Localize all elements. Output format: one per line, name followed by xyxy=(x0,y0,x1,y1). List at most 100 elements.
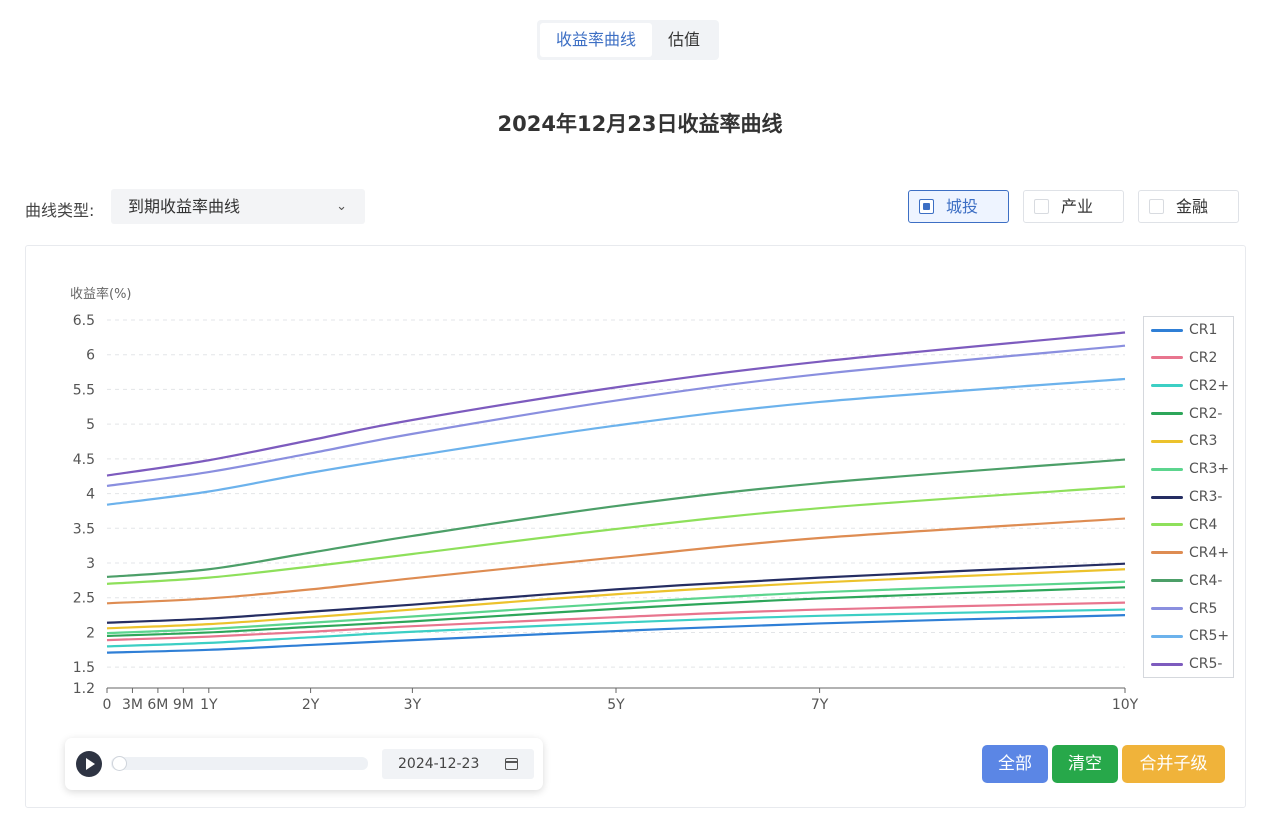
legend-label: CR2+ xyxy=(1189,377,1230,394)
legend-label: CR3 xyxy=(1189,433,1218,450)
series-line-CR2 xyxy=(106,601,1126,642)
y-tick-label: 2.5 xyxy=(73,591,95,607)
category-checkbox-chanye[interactable]: 产业 xyxy=(1023,190,1124,223)
y-tick-label: 5 xyxy=(86,417,95,433)
chevron-down-icon: ⌄ xyxy=(336,199,347,214)
legend-swatch xyxy=(1151,607,1183,610)
page-title: 2024年12月23日收益率曲线 xyxy=(497,112,783,136)
series-line-CR5- xyxy=(106,331,1126,477)
legend-item[interactable]: CR4+ xyxy=(1151,543,1229,563)
legend-swatch xyxy=(1151,495,1183,499)
x-tick-label: 3M xyxy=(122,697,143,713)
curve-type-select[interactable]: 到期收益率曲线 ⌄ xyxy=(111,189,365,224)
legend-item[interactable]: CR3- xyxy=(1151,487,1222,507)
slider-handle[interactable] xyxy=(112,756,127,771)
y-tick-label: 1.2 xyxy=(73,681,95,697)
legend-label: CR3- xyxy=(1189,489,1223,506)
legend-swatch xyxy=(1151,523,1183,527)
legend-swatch xyxy=(1151,579,1183,583)
legend-swatch xyxy=(1151,634,1183,638)
checkbox-icon xyxy=(1149,199,1164,214)
category-label: 金融 xyxy=(1176,197,1209,216)
y-tick-label: 3 xyxy=(86,556,95,572)
legend-label: CR4 xyxy=(1189,516,1218,533)
tab-yield-curve[interactable]: 收益率曲线 xyxy=(540,23,653,57)
legend-label: CR4+ xyxy=(1189,544,1230,561)
y-tick-label: 5.5 xyxy=(73,382,95,398)
series-line-CR4- xyxy=(106,458,1126,579)
series-line-CR3- xyxy=(106,562,1126,624)
category-label: 产业 xyxy=(1061,197,1094,216)
legend-item[interactable]: CR2 xyxy=(1151,348,1217,368)
legend-swatch xyxy=(1151,662,1183,666)
legend-item[interactable]: CR5- xyxy=(1151,654,1222,674)
legend-label: CR1 xyxy=(1189,322,1218,338)
legend-item[interactable]: CR2+ xyxy=(1151,376,1229,396)
view-tabs: 收益率曲线 估值 xyxy=(537,20,720,60)
legend-swatch xyxy=(1151,439,1183,443)
series-line-CR1 xyxy=(106,613,1126,654)
checkbox-icon xyxy=(919,199,934,214)
y-tick-label: 2 xyxy=(86,625,95,641)
series-line-CR4 xyxy=(106,485,1126,585)
legend-swatch xyxy=(1151,384,1183,388)
series-line-CR4+ xyxy=(106,517,1126,605)
legend-label: CR5+ xyxy=(1189,628,1230,645)
date-picker[interactable]: 2024-12-23 xyxy=(382,749,534,779)
y-tick-label: 4.5 xyxy=(73,452,95,468)
legend-label: CR4- xyxy=(1189,572,1223,589)
legend-swatch xyxy=(1151,551,1183,555)
legend-swatch xyxy=(1151,412,1183,416)
tab-valuation[interactable]: 估值 xyxy=(668,30,701,49)
y-tick-label: 6.5 xyxy=(73,313,95,329)
y-tick-label: 1.5 xyxy=(73,660,95,676)
date-value: 2024-12-23 xyxy=(398,756,480,772)
legend-label: CR5- xyxy=(1189,656,1223,673)
legend-item[interactable]: CR5+ xyxy=(1151,626,1229,646)
legend-label: CR3+ xyxy=(1189,461,1230,478)
legend-item[interactable]: CR2- xyxy=(1151,404,1222,424)
series-line-CR3+ xyxy=(106,580,1126,635)
category-label: 城投 xyxy=(946,197,979,216)
y-axis-label: 收益率(%) xyxy=(70,286,132,302)
y-tick-label: 3.5 xyxy=(73,521,95,537)
legend-swatch xyxy=(1151,467,1183,471)
x-tick-label: 10Y xyxy=(1112,697,1139,713)
legend-item[interactable]: CR1 xyxy=(1151,320,1217,340)
legend-label: CR2- xyxy=(1189,405,1223,422)
series-line-CR5+ xyxy=(106,377,1126,506)
calendar-icon xyxy=(505,758,518,770)
series-line-CR3 xyxy=(106,568,1126,630)
date-player: 2024-12-23 xyxy=(65,738,543,790)
x-tick-label: 2Y xyxy=(302,697,320,713)
timeline-slider[interactable] xyxy=(111,756,368,771)
series-line-CR5 xyxy=(106,344,1126,488)
series-line-CR2- xyxy=(106,586,1126,638)
clear-button[interactable]: 清空 xyxy=(1052,745,1118,783)
category-checkbox-chengtou[interactable]: 城投 xyxy=(908,190,1009,223)
legend-swatch xyxy=(1151,328,1183,332)
legend-item[interactable]: CR4- xyxy=(1151,571,1222,591)
category-checkbox-jinrong[interactable]: 金融 xyxy=(1138,190,1239,223)
legend-label: CR2 xyxy=(1189,349,1218,366)
x-tick-label: 9M xyxy=(173,697,194,713)
x-tick-label: 1Y xyxy=(200,697,218,713)
y-tick-label: 4 xyxy=(86,487,95,503)
play-icon[interactable] xyxy=(76,751,102,777)
legend-item[interactable]: CR4 xyxy=(1151,515,1217,535)
legend-item[interactable]: CR5 xyxy=(1151,599,1217,619)
legend-swatch xyxy=(1151,356,1183,360)
legend-item[interactable]: CR3 xyxy=(1151,431,1217,451)
x-tick-label: 5Y xyxy=(607,697,625,713)
series-line-CR2+ xyxy=(106,608,1126,648)
chart-legend: CR1 CR2 CR2+ CR2- CR3 CR3+ CR3- CR4 CR4+ CR4- CR5 C… xyxy=(1143,316,1234,678)
x-tick-label: 3Y xyxy=(404,697,422,713)
curve-type-value: 到期收益率曲线 xyxy=(128,197,241,216)
legend-item[interactable]: CR3+ xyxy=(1151,459,1229,479)
y-tick-label: 6 xyxy=(86,348,95,364)
merge-children-button[interactable]: 合并子级 xyxy=(1122,745,1225,783)
x-tick-label: 7Y xyxy=(811,697,829,713)
select-all-button[interactable]: 全部 xyxy=(982,745,1048,783)
checkbox-icon xyxy=(1034,199,1049,214)
